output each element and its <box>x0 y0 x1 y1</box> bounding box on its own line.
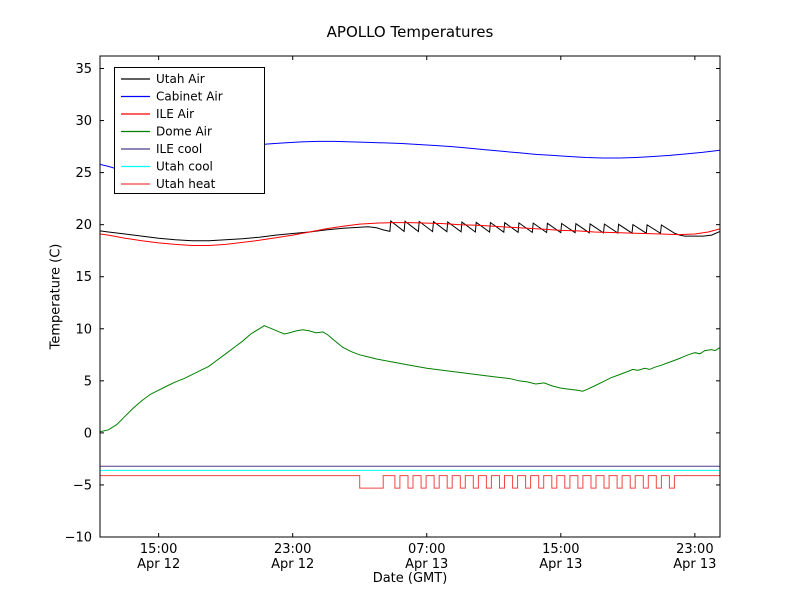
axis-ticks <box>100 56 720 538</box>
x-tick-date-label: Apr 13 <box>405 557 448 572</box>
y-tick-label: 10 <box>75 322 92 337</box>
y-tick-label: 20 <box>75 218 92 233</box>
y-tick-label: 0 <box>84 426 92 441</box>
legend-label-utah-air: Utah Air <box>156 72 205 86</box>
legend-label-utah-heat: Utah heat <box>156 177 216 191</box>
x-tick-time-label: 07:00 <box>408 542 445 557</box>
legend-box <box>114 67 265 194</box>
series-line-utah-heat <box>100 475 720 489</box>
legend-label-utah-cool: Utah cool <box>156 160 213 174</box>
y-tick-label: 30 <box>75 114 92 129</box>
legend-label-ile-cool: ILE cool <box>156 142 202 156</box>
legend-label-ile-air: ILE Air <box>156 107 194 121</box>
series-line-ile-air <box>100 222 720 246</box>
x-tick-date-label: Apr 13 <box>673 557 716 572</box>
chart-title: APOLLO Temperatures <box>326 23 494 41</box>
x-tick-time-label: 15:00 <box>140 542 177 557</box>
series-line-dome-air <box>100 325 720 433</box>
legend-label-cabinet-air: Cabinet Air <box>156 90 223 104</box>
x-tick-date-label: Apr 13 <box>539 557 582 572</box>
series-line-utah-air <box>100 220 720 242</box>
plot-frame <box>99 55 721 538</box>
x-tick-time-label: 23:00 <box>274 542 311 557</box>
x-tick-date-label: Apr 12 <box>271 557 314 572</box>
x-tick-time-label: 23:00 <box>676 542 713 557</box>
x-tick-date-label: Apr 12 <box>137 557 180 572</box>
x-axis-label: Date (GMT) <box>372 571 448 586</box>
y-tick-label: 5 <box>84 374 92 389</box>
y-axis-label: Temperature (C) <box>48 243 64 350</box>
y-axis-label-wrap: Temperature (C) <box>46 56 66 537</box>
x-tick-time-label: 15:00 <box>542 542 579 557</box>
legend-label-dome-air: Dome Air <box>156 125 212 139</box>
y-tick-label: −5 <box>73 478 92 493</box>
y-tick-label: 35 <box>75 62 92 77</box>
y-tick-label: −10 <box>65 531 92 546</box>
y-tick-label: 15 <box>75 270 92 285</box>
y-tick-label: 25 <box>75 166 92 181</box>
legend: Utah Air Cabinet Air ILE Air Dome Air ILE co… <box>114 67 265 194</box>
